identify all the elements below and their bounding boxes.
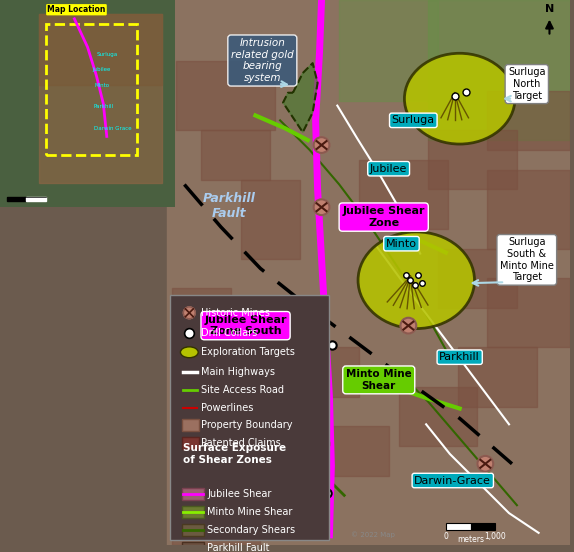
Text: Parkhill
Fault: Parkhill Fault [203,192,255,220]
Bar [241,179,300,258]
Text: Historic Mines: Historic Mines [201,308,270,318]
Ellipse shape [405,54,515,144]
Polygon shape [283,63,317,132]
Text: Property Boundary: Property Boundary [201,420,293,431]
Text: Surface Exposure
of Shear Zones: Surface Exposure of Shear Zones [183,443,286,465]
Bar [320,426,389,476]
Text: Surluga
North
Target: Surluga North Target [508,67,545,100]
Bar [290,347,359,397]
Bar [183,506,204,518]
Text: Jubilee: Jubilee [370,164,408,174]
Bar [446,523,471,530]
Text: Surluga
South &
Minto Mine
Target: Surluga South & Minto Mine Target [500,237,554,282]
Text: Jubilee: Jubilee [92,67,110,72]
Bar [172,476,261,545]
Text: Minto: Minto [386,238,417,249]
Bar [183,437,199,449]
Bar [201,130,270,179]
Text: Minto Mine
Shear: Minto Mine Shear [346,369,412,391]
Bar [398,387,478,446]
Circle shape [478,456,493,471]
Circle shape [313,137,329,153]
Text: N: N [545,4,554,14]
Text: Parkhill Fault: Parkhill Fault [207,543,270,552]
Text: Map Location: Map Location [47,5,106,14]
Bar [428,130,517,189]
Text: 1,000: 1,000 [484,532,506,541]
Bar [183,524,204,536]
Bar [40,14,162,84]
Bar [487,278,570,347]
Bar [176,61,275,130]
Circle shape [313,199,329,215]
Text: Main Highways: Main Highways [201,367,275,377]
Bar [183,542,204,552]
Text: Surluga: Surluga [391,115,435,125]
Circle shape [183,307,195,319]
Bar [471,523,495,530]
Bar [166,0,570,545]
Text: Minto: Minto [95,83,110,88]
Bar [359,160,448,229]
Bar [7,197,26,201]
Text: Exploration Targets: Exploration Targets [201,347,295,357]
Bar [201,436,280,495]
Text: Parkhill: Parkhill [439,352,480,362]
Bar [487,91,570,150]
Bar [169,295,329,540]
Text: Jubilee Shear: Jubilee Shear [207,490,272,500]
Text: Jubilee Shear
Zone: Jubilee Shear Zone [343,206,425,228]
Text: meters: meters [457,535,484,544]
Ellipse shape [358,232,475,328]
Text: Powerlines: Powerlines [201,402,254,412]
Bar [250,406,320,466]
Bar [45,24,137,155]
Bar [428,0,570,140]
Text: 0: 0 [444,532,448,541]
Text: Darwin Grace: Darwin Grace [94,126,131,131]
Bar [183,489,204,500]
Text: Surluga: Surluga [96,52,118,57]
Bar [438,248,517,308]
Text: © 2022 Map: © 2022 Map [351,531,395,538]
Ellipse shape [180,347,198,358]
Text: Jubilee Shear
Zone South: Jubilee Shear Zone South [204,315,287,336]
Text: Minto Mine Shear: Minto Mine Shear [207,507,292,517]
Bar [487,169,570,248]
Text: Parkhill: Parkhill [94,104,114,109]
Circle shape [313,436,329,452]
Text: Secondary Shears: Secondary Shears [207,525,295,535]
Bar [183,420,199,431]
Text: Drill Collars: Drill Collars [201,327,257,337]
Bar [172,288,231,367]
Bar [339,0,438,100]
Bar [40,14,162,183]
Bar [26,197,45,201]
Text: Site Access Road: Site Access Road [201,385,284,395]
Text: Darwin-Grace: Darwin-Grace [414,475,491,486]
Bar [457,347,537,406]
Circle shape [401,318,416,333]
Text: Patented Claims: Patented Claims [201,438,281,448]
Text: Intrusion
related gold
bearing
system: Intrusion related gold bearing system [231,38,294,83]
